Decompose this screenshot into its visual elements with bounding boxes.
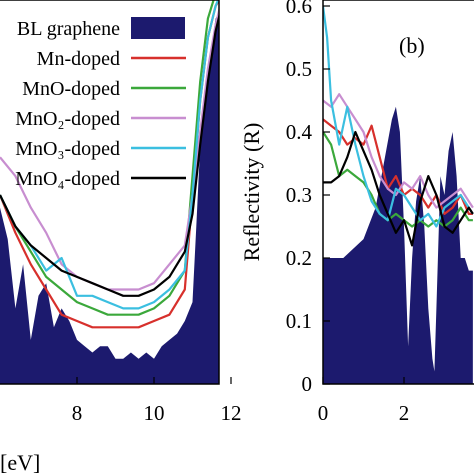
- x-axis-label: [eV]: [0, 450, 40, 474]
- legend-label-mno4-doped: MnO₄-doped: [15, 168, 120, 190]
- y-tick-label: 0.4: [286, 120, 313, 144]
- y-tick-label: 0.5: [286, 57, 312, 81]
- x-tick-label: 10: [144, 401, 165, 425]
- y-axis-label: Reflectivity (R): [239, 123, 264, 262]
- y-tick-label: 0.2: [286, 246, 312, 270]
- legend-label-mno3-doped: MnO₃-doped: [15, 138, 120, 160]
- panel-a: 8 10 12 [eV]: [0, 0, 242, 474]
- panel-b: 0 2 0 0.1 0.2 0.3 0.4 0.5 0.6 (b) Reflectivity …: [239, 0, 474, 425]
- legend-label-bl-graphene: BL graphene: [17, 18, 120, 40]
- y-tick-label: 0.6: [286, 0, 312, 18]
- y-tick-label: 0: [302, 372, 313, 396]
- legend-label-mno2-doped: MnO₂-doped: [15, 108, 120, 130]
- legend-label-mn-doped: Mn-doped: [37, 48, 120, 70]
- series-line-mno-doped-a: [0, 0, 215, 316]
- series-line-mn-doped-b: [323, 118, 473, 215]
- y-tick-label: 0.3: [286, 183, 312, 207]
- panel-b-frame: [322, 0, 474, 385]
- x-tick-label: 8: [72, 401, 83, 425]
- series-area-bl-graphene-b: [323, 106, 473, 384]
- series-line-mno3-doped-b: [323, 5, 474, 228]
- legend-label-mno-doped: MnO-doped: [22, 78, 120, 100]
- panel-a-frame: [0, 0, 220, 385]
- series-line-mno4-doped-a: [0, 12, 219, 297]
- y-tick-label: 0.1: [286, 309, 312, 333]
- series-line-mno2-doped-a: [0, 6, 219, 291]
- x-tick-label: 0: [318, 401, 329, 425]
- series-area-bl-graphene-a: [0, 13, 219, 384]
- series-line-mno4-doped-b: [323, 130, 474, 247]
- legend-swatch-bl-graphene: [131, 17, 185, 39]
- x-tick-label: 12: [221, 401, 242, 425]
- legend: BL graphene Mn-doped MnO-doped MnO₂-doped Mn…: [15, 17, 186, 190]
- x-tick-label: 2: [399, 401, 410, 425]
- panel-b-label: (b): [399, 33, 425, 58]
- series-line-mno3-doped-a: [0, 0, 219, 310]
- series-line-mno-doped-b: [323, 131, 473, 228]
